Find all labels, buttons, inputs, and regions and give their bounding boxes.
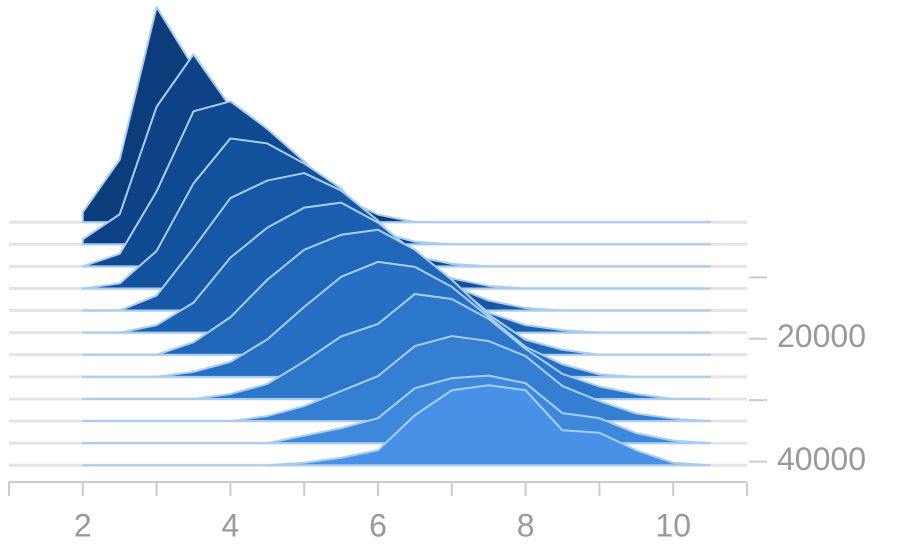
x-tick-label: 2 — [74, 507, 92, 543]
ridge — [81, 335, 712, 423]
y-tick-label: 40000 — [777, 441, 866, 477]
x-tick-label: 10 — [655, 507, 691, 543]
x-tick-label: 8 — [517, 507, 535, 543]
y-tick-label: 20000 — [777, 318, 866, 354]
x-tick-label: 6 — [369, 507, 387, 543]
ridge — [81, 292, 712, 400]
ridge — [81, 384, 712, 467]
x-tick-label: 4 — [222, 507, 240, 543]
